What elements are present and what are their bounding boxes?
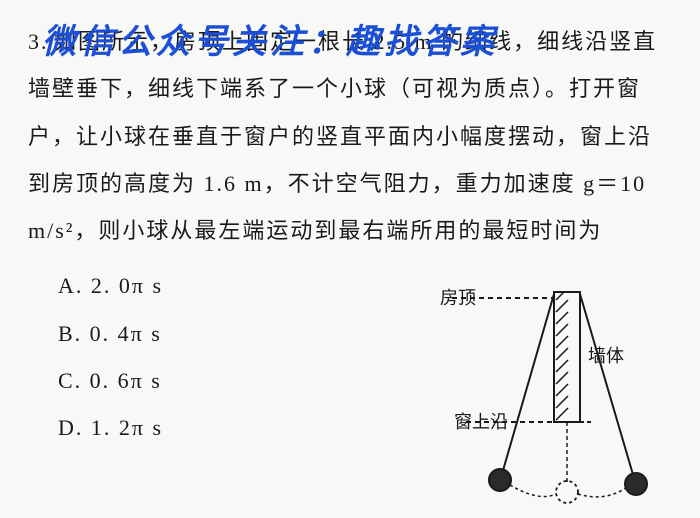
label-wall: 墙体 — [588, 342, 624, 368]
label-window-top: 窗上沿 — [454, 408, 508, 434]
watermark-text: 微信公众号关注：趣找答案 — [42, 14, 498, 63]
label-roof: 房顶 — [440, 284, 476, 310]
pendulum-diagram: 房顶 墙体 窗上沿 — [444, 280, 674, 510]
